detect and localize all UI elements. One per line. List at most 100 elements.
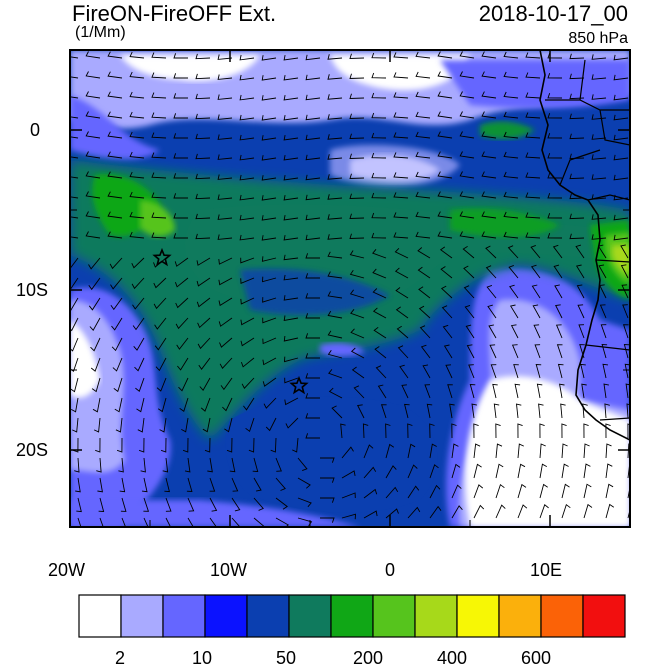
wind-barb — [116, 437, 123, 453]
wind-barb — [119, 477, 126, 493]
wind-barb — [187, 497, 195, 512]
wind-barb — [131, 257, 145, 269]
wind-barb — [151, 172, 167, 179]
wind-barb — [239, 194, 255, 201]
wind-barb — [517, 423, 523, 439]
wind-barb — [154, 317, 167, 330]
wind-barb — [459, 71, 475, 79]
wind-barb — [226, 437, 233, 453]
wind-barb — [107, 211, 123, 219]
wind-barb — [415, 131, 431, 139]
wind-barb — [90, 357, 101, 372]
wind-barb — [605, 423, 611, 439]
wind-barb — [350, 347, 365, 359]
wind-barb — [239, 114, 255, 121]
wind-barb — [327, 54, 343, 60]
wind-barb — [90, 337, 101, 352]
wind-barb — [508, 264, 519, 279]
wind-barb — [328, 369, 343, 379]
wind-barb — [176, 337, 189, 350]
wind-barb — [371, 132, 387, 139]
wind-barb — [547, 113, 563, 119]
wind-barb — [245, 417, 255, 433]
wind-barb — [305, 253, 320, 259]
wind-barb — [531, 284, 541, 299]
wind-barb — [459, 51, 475, 59]
wind-barb — [75, 477, 81, 493]
wind-barb — [151, 192, 167, 199]
wind-barb — [473, 423, 479, 439]
wind-barb — [538, 403, 544, 419]
extinction-field — [70, 50, 630, 527]
wind-barb — [429, 423, 435, 439]
wind-barb — [305, 194, 321, 201]
wind-barb — [143, 497, 150, 512]
wind-barb — [70, 116, 79, 119]
wind-barb — [547, 213, 563, 219]
wind-barb — [88, 277, 101, 291]
wind-barb — [73, 437, 79, 453]
wind-barb — [349, 193, 365, 199]
wind-barb — [407, 485, 420, 499]
wind-barb — [525, 232, 541, 239]
wind-barb — [305, 54, 321, 61]
wind-barb — [575, 244, 585, 259]
wind-barb — [481, 71, 497, 79]
wind-barb — [327, 194, 343, 200]
wind-barb — [393, 92, 409, 99]
wind-barb — [415, 51, 431, 59]
wind-barb — [517, 504, 528, 519]
wind-barb — [252, 457, 259, 472]
wind-barb — [349, 153, 365, 159]
wind-barb — [184, 457, 191, 473]
wind-barb — [327, 234, 343, 240]
wind-barb — [437, 171, 453, 179]
wind-barb — [162, 457, 169, 473]
wind-barb — [199, 377, 211, 391]
colorbar-swatch — [162, 594, 206, 638]
wind-barb — [178, 377, 189, 392]
wind-barb — [129, 111, 145, 119]
wind-barb — [371, 52, 387, 59]
wind-barb — [239, 214, 255, 221]
wind-barb — [569, 133, 585, 140]
wind-barb — [173, 133, 188, 139]
wind-barb — [195, 53, 211, 60]
wind-barb — [561, 483, 570, 499]
country-borders — [545, 59, 630, 421]
wind-barb — [261, 215, 277, 221]
wind-barb — [547, 133, 563, 139]
wind-barb — [70, 377, 79, 393]
wind-barb — [109, 257, 123, 270]
wind-barb — [419, 325, 431, 339]
wind-barb — [261, 235, 277, 241]
wind-barb — [98, 497, 105, 512]
wind-barb — [327, 251, 343, 259]
wind-barb — [490, 364, 497, 379]
wind-barb — [151, 212, 167, 219]
wind-barb — [137, 417, 145, 433]
wind-barb — [393, 192, 409, 199]
wind-barb — [327, 134, 343, 140]
wind-barb — [489, 344, 497, 359]
wind-barb — [141, 477, 148, 493]
wind-barb — [469, 384, 476, 399]
wind-barb — [599, 304, 607, 319]
wind-barb — [202, 417, 211, 433]
wind-barb — [217, 54, 233, 60]
wind-barb — [327, 214, 343, 220]
wind-barb — [261, 75, 277, 81]
wind-barb — [70, 176, 79, 179]
wind-barb — [485, 265, 497, 279]
star-marker — [152, 247, 172, 267]
wind-barb — [449, 403, 455, 419]
wind-barb — [107, 231, 123, 239]
wind-barb — [509, 284, 519, 299]
colorbar-tick-2: 2 — [115, 648, 126, 668]
wind-barb — [415, 191, 431, 199]
wind-barb — [70, 96, 79, 99]
wind-barb — [187, 517, 194, 527]
wind-barb — [372, 268, 387, 279]
wind-barb — [248, 437, 255, 453]
wind-barb — [525, 132, 541, 139]
